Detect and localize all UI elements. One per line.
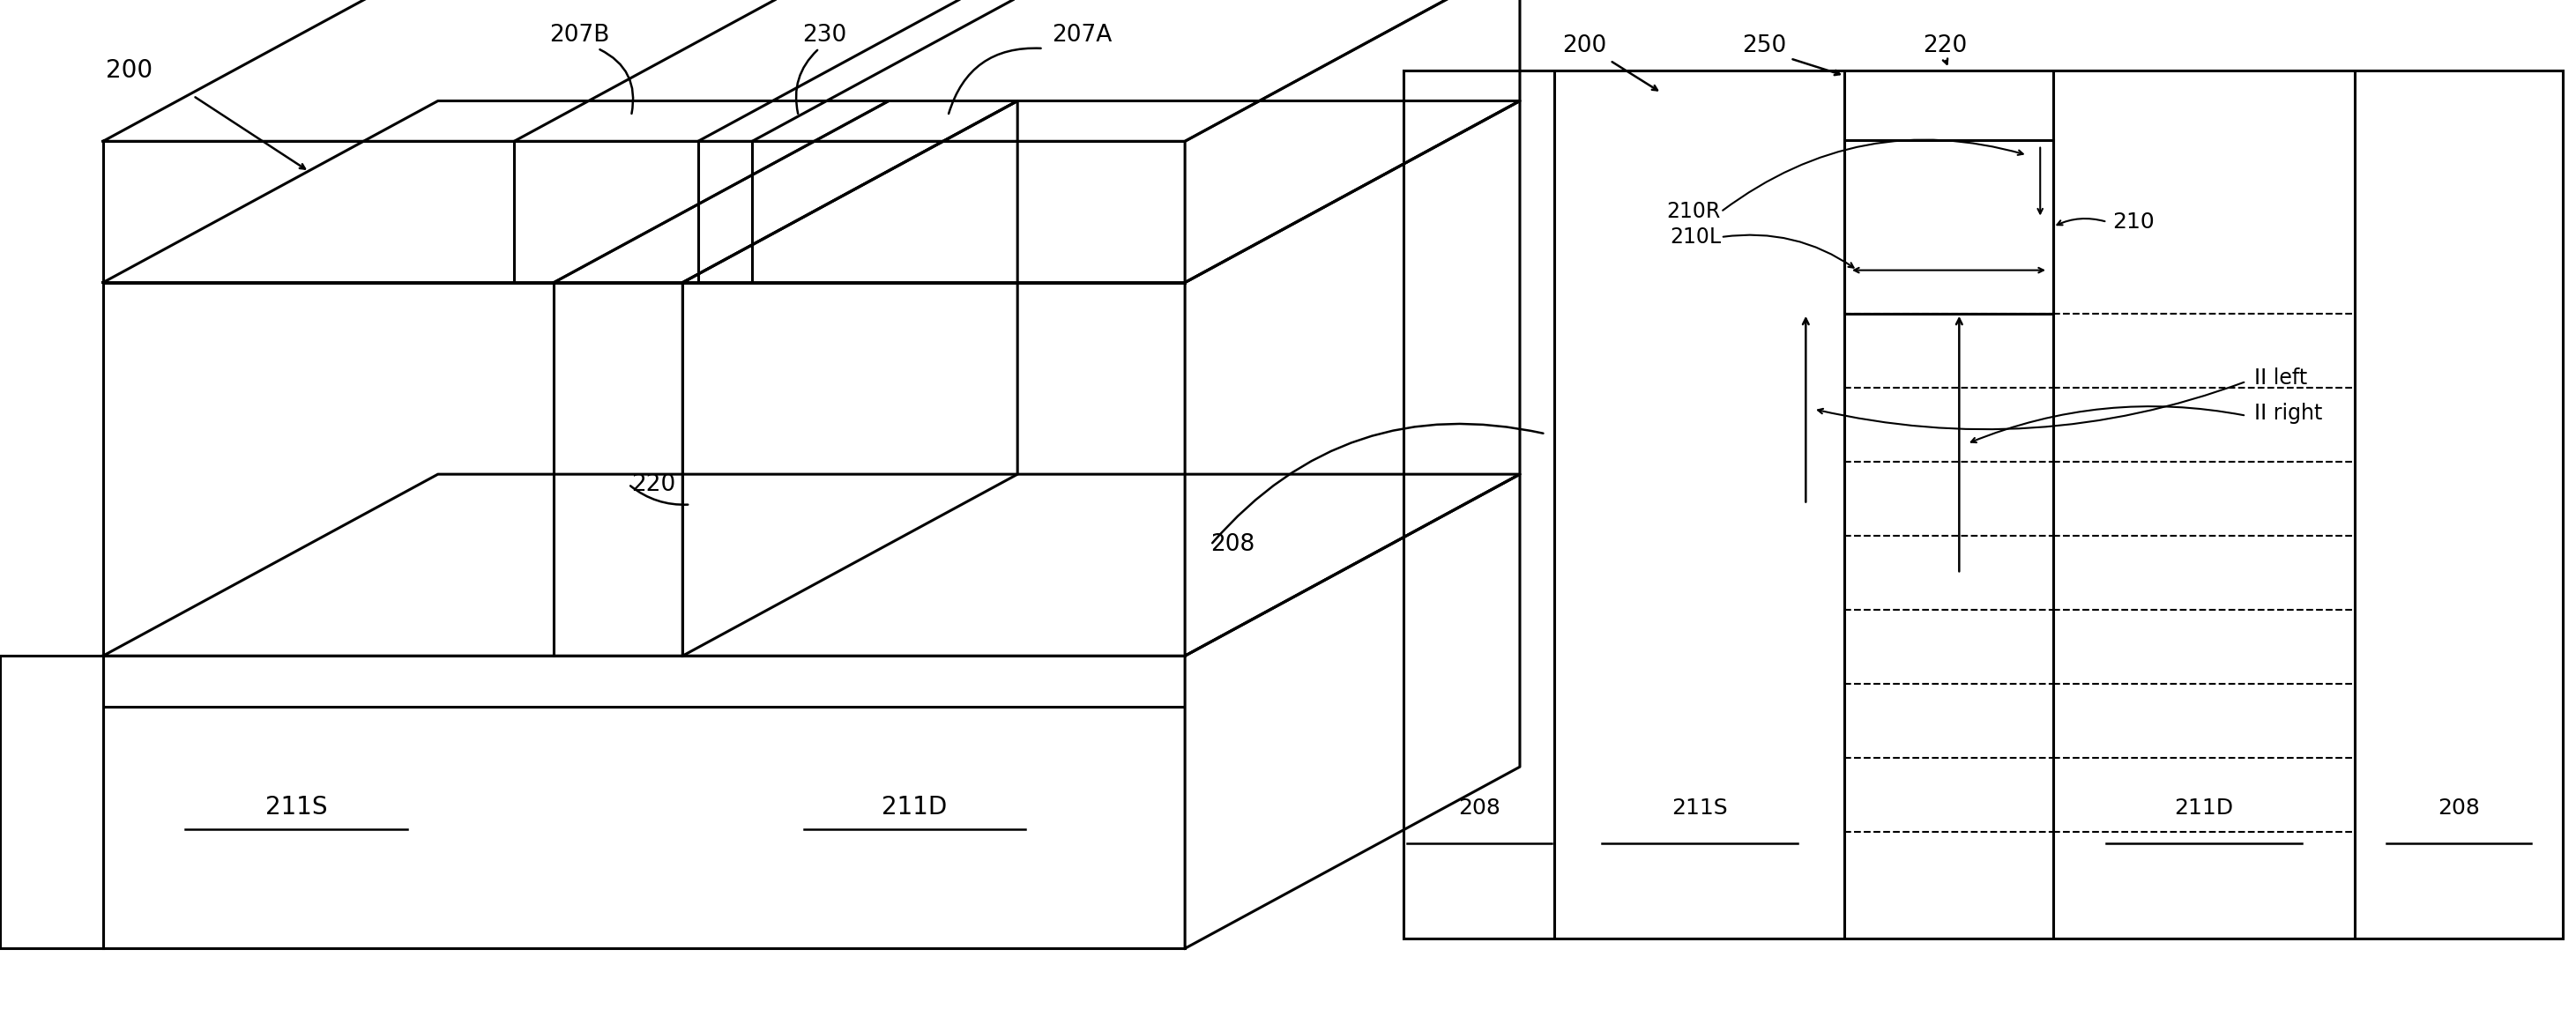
Text: 208: 208 (2437, 798, 2481, 818)
Text: II left: II left (2254, 368, 2308, 388)
Text: 210L: 210L (1669, 227, 1721, 247)
Bar (683, 283, 1185, 656)
Text: 200: 200 (106, 59, 152, 83)
Text: 210: 210 (2112, 212, 2154, 232)
Bar (1494, 535, 1636, 777)
Polygon shape (1185, 474, 1520, 948)
Polygon shape (103, 474, 1520, 656)
Polygon shape (683, 101, 1520, 283)
Text: 200: 200 (1561, 34, 1607, 57)
Text: 208: 208 (1458, 798, 1499, 818)
Polygon shape (554, 101, 1018, 283)
Polygon shape (1185, 0, 1520, 283)
Polygon shape (103, 101, 889, 283)
Bar (554, 283, 683, 656)
Bar (0, 656, 103, 948)
Polygon shape (683, 101, 1018, 656)
Bar (103, 283, 554, 656)
Text: 207B: 207B (549, 24, 611, 46)
Bar (1844, 140, 2053, 314)
Polygon shape (1185, 101, 1520, 656)
Text: 207A: 207A (1051, 24, 1113, 46)
Bar (1404, 71, 2563, 938)
Text: 211D: 211D (881, 795, 948, 819)
Text: 250: 250 (1741, 34, 1788, 57)
Text: 220: 220 (631, 473, 675, 495)
Text: 211D: 211D (2174, 798, 2233, 818)
Bar (103, 141, 1185, 283)
Polygon shape (103, 0, 1520, 141)
Text: 208: 208 (1211, 534, 1255, 556)
Text: 211S: 211S (1672, 798, 1728, 818)
Text: 210R: 210R (1667, 202, 1721, 222)
Bar (103, 656, 1185, 948)
Text: 230: 230 (801, 24, 848, 46)
Text: II right: II right (2254, 404, 2321, 424)
Text: 220: 220 (1922, 34, 1968, 57)
Text: 211S: 211S (265, 795, 327, 819)
